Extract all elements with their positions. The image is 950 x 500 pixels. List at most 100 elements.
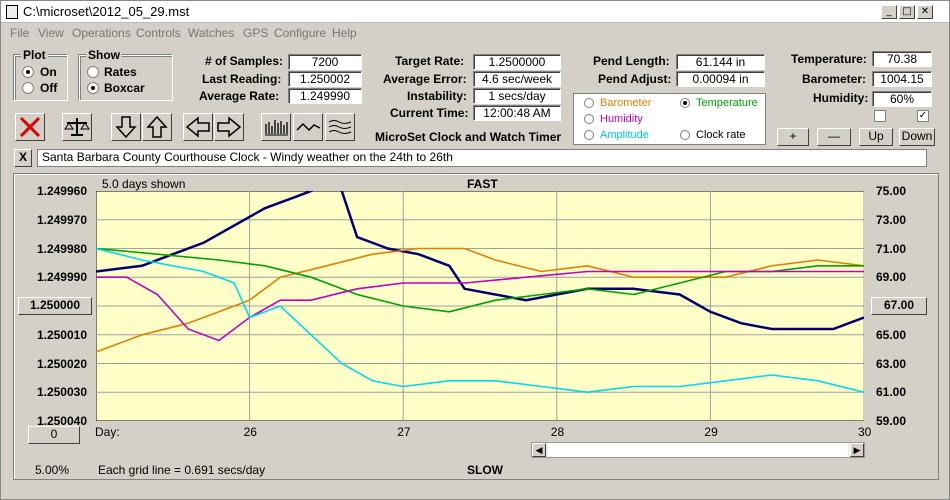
temperature-value: 70.38 xyxy=(872,51,932,67)
y-right-tick: 69.00 xyxy=(876,270,907,285)
comment-close-button[interactable]: X xyxy=(14,149,32,167)
minus-button[interactable]: — xyxy=(817,128,851,146)
offset-button[interactable]: 0 xyxy=(28,426,80,444)
pend-length-label: Pend Length: xyxy=(593,54,670,68)
temperature-radio[interactable] xyxy=(680,98,690,108)
show-rates-radio[interactable] xyxy=(87,66,99,78)
y-left-tick: 1.250040 xyxy=(36,414,87,428)
comment-field[interactable]: Santa Barbara County Courthouse Clock - … xyxy=(37,149,927,167)
show-boxcar-radio[interactable] xyxy=(87,82,99,94)
app-name: MicroSet Clock and Watch Timer xyxy=(375,130,562,144)
arrow-right-button[interactable] xyxy=(214,113,244,141)
down-button[interactable]: Down xyxy=(899,128,935,146)
multi-line-view-button[interactable] xyxy=(325,113,355,141)
arrow-down-icon xyxy=(115,116,137,139)
multi-wave-icon xyxy=(328,120,352,134)
current-time-label: Current Time: xyxy=(390,106,469,120)
arrow-down-button[interactable] xyxy=(111,113,141,141)
minimize-icon[interactable]: _ xyxy=(881,5,897,19)
series-clock-rate xyxy=(96,191,864,331)
temperature-label: Temperature: xyxy=(791,52,867,66)
show-rates-label: Rates xyxy=(104,65,137,79)
show-boxcar-label: Boxcar xyxy=(104,81,145,95)
x-tick: 28 xyxy=(550,425,565,439)
menu-operations[interactable]: Operations xyxy=(72,26,131,40)
clock-rate-option: Clock rate xyxy=(696,129,746,141)
plot-group-title: Plot xyxy=(21,48,48,62)
humidity-option: Humidity xyxy=(600,113,643,125)
fast-label: FAST xyxy=(467,177,498,191)
x-tick: 26 xyxy=(243,425,257,439)
menu-controls[interactable]: Controls xyxy=(136,26,181,40)
clear-button[interactable] xyxy=(15,113,45,141)
menu-gps[interactable]: GPS xyxy=(243,26,269,40)
sensor-select-box: Barometer Temperature Humidity Amplitude… xyxy=(573,93,766,145)
scale-icon xyxy=(64,118,90,136)
barometer-radio[interactable] xyxy=(584,98,594,108)
instability-label: Instability: xyxy=(407,89,468,103)
checkbox-left[interactable] xyxy=(874,110,886,122)
y-right-tick: 71.00 xyxy=(876,241,907,256)
y-left-tick: 1.249990 xyxy=(36,270,87,285)
plot-on-radio[interactable] xyxy=(22,66,34,78)
arrow-right-icon xyxy=(217,116,242,138)
barometer-value: 1004.15 xyxy=(872,71,932,87)
scroll-left-icon[interactable]: ◀ xyxy=(532,443,546,457)
scroll-right-icon[interactable]: ▶ xyxy=(850,443,864,457)
y-right-tick: 73.00 xyxy=(876,212,907,227)
menu-configure[interactable]: Configure xyxy=(274,26,327,40)
plot-off-radio[interactable] xyxy=(22,82,34,94)
y-right-tick: 75.00 xyxy=(876,184,907,198)
close-icon[interactable]: ✕ xyxy=(917,5,933,19)
show-group-title: Show xyxy=(86,48,122,62)
center-rate-button[interactable]: 1.250000 xyxy=(18,297,92,315)
humidity-label: Humidity: xyxy=(813,91,869,105)
chart-scrollbar[interactable]: ◀ ▶ xyxy=(531,442,865,458)
menu-file[interactable]: File xyxy=(10,26,30,40)
y-left-tick: 1.250020 xyxy=(36,356,87,371)
y-left-tick: 1.250010 xyxy=(36,327,87,342)
humidity-radio[interactable] xyxy=(584,114,594,124)
amplitude-radio[interactable] xyxy=(584,130,594,140)
temperature-option: Temperature xyxy=(696,97,758,109)
line-view-button[interactable] xyxy=(293,113,323,141)
arrow-left-button[interactable] xyxy=(183,113,213,141)
clock-rate-radio[interactable] xyxy=(680,130,690,140)
rates-view-button[interactable] xyxy=(261,113,291,141)
menu-watches[interactable]: Watches xyxy=(188,26,235,40)
window-title: C:\microset\2012_05_29.mst xyxy=(23,4,190,19)
y-left-tick: 1.249960 xyxy=(36,184,87,198)
pend-adjust-label: Pend Adjust: xyxy=(598,72,672,86)
arrow-up-button[interactable] xyxy=(142,113,172,141)
menu-help[interactable]: Help xyxy=(332,26,357,40)
plus-button[interactable]: + xyxy=(777,128,809,146)
average-rate-label: Average Rate: xyxy=(199,89,280,103)
y-left-tick: 1.249980 xyxy=(36,241,87,256)
average-error-value: 4.6 sec/week xyxy=(473,71,561,87)
title-bar: C:\microset\2012_05_29.mst _ □ ✕ xyxy=(1,1,949,23)
target-rate-label: Target Rate: xyxy=(395,54,465,68)
y-right-tick: 65.00 xyxy=(876,327,907,342)
amplitude-option: Amplitude xyxy=(600,129,649,141)
checkbox-right[interactable]: ✓ xyxy=(917,110,929,122)
samples-value: 7200 xyxy=(288,54,362,70)
up-button[interactable]: Up xyxy=(859,128,893,146)
menu-view[interactable]: View xyxy=(38,26,64,40)
plot-off-label: Off xyxy=(40,81,58,95)
arrow-up-icon xyxy=(146,115,168,138)
right-scale-button[interactable]: 67.00 xyxy=(871,297,927,315)
app-icon xyxy=(6,5,18,19)
chart-plot[interactable] xyxy=(96,191,864,421)
scale-button[interactable] xyxy=(62,113,92,141)
maximize-icon[interactable]: □ xyxy=(899,5,915,19)
last-reading-value: 1.250002 xyxy=(288,71,362,87)
scroll-thumb[interactable] xyxy=(548,443,848,457)
average-error-label: Average Error: xyxy=(383,72,467,86)
pend-length-value: 61.144 in xyxy=(676,54,765,70)
current-time-value: 12:00:48 AM xyxy=(473,105,561,121)
day-axis-label: Day: xyxy=(95,425,120,439)
arrow-left-icon xyxy=(185,116,210,138)
series-humidity xyxy=(96,270,864,342)
percent-label: 5.00% xyxy=(35,463,70,477)
wave-icon xyxy=(296,122,321,132)
